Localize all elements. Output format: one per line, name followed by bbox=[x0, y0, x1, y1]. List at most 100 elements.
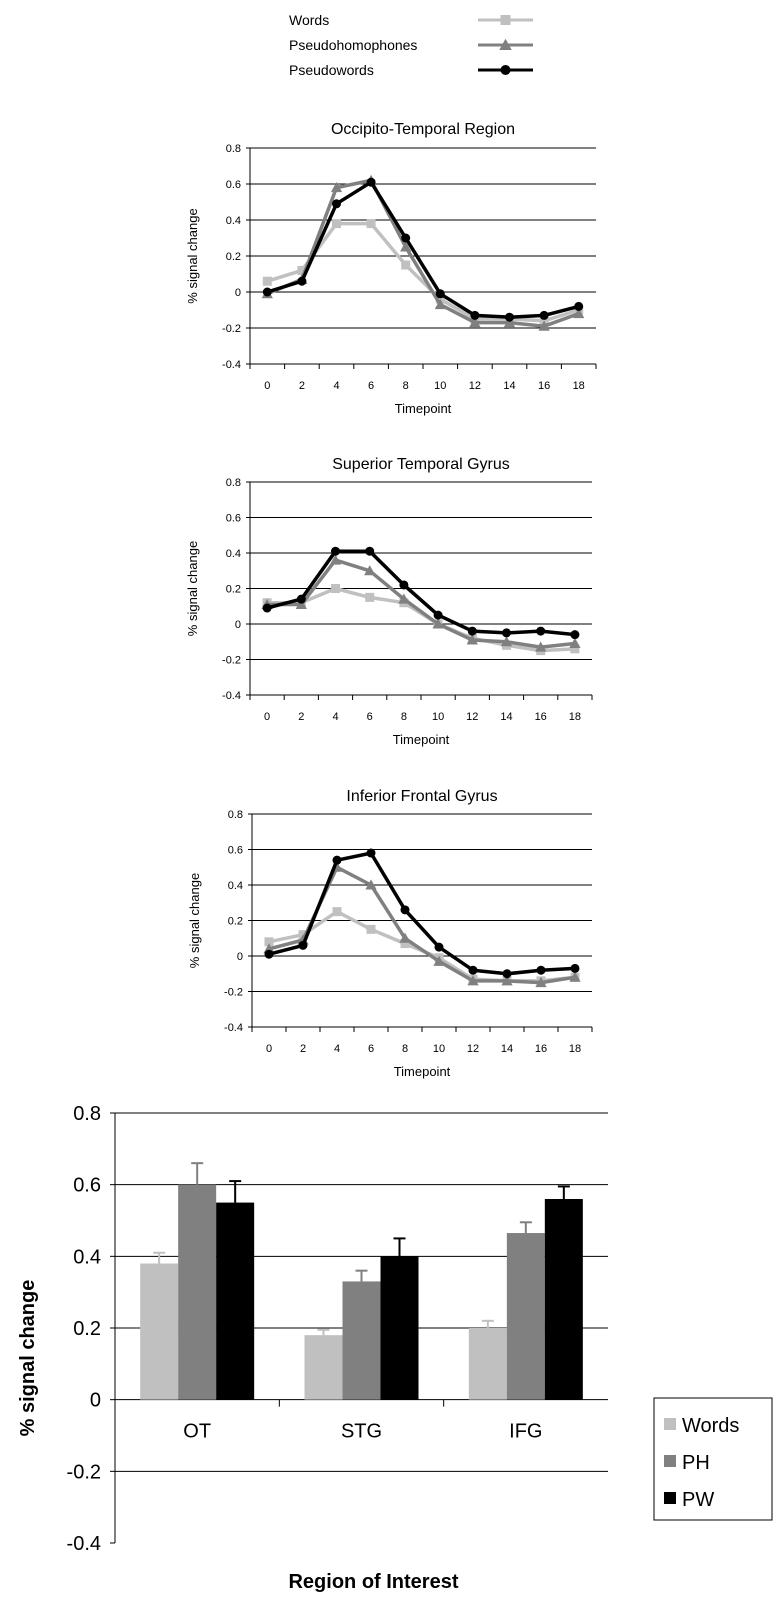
data-point bbox=[262, 276, 272, 286]
data-point bbox=[365, 879, 377, 890]
series-line bbox=[266, 549, 576, 637]
y-tick-label: -0.4 bbox=[67, 1533, 101, 1555]
legend-item-ph: PH bbox=[664, 1452, 710, 1474]
top-legend: Words Pseudohomophones Pseudowords bbox=[289, 12, 533, 78]
x-tick-label: 10 bbox=[434, 380, 446, 392]
data-point bbox=[467, 626, 477, 636]
x-tick-label: 2 bbox=[300, 1043, 306, 1055]
series-line bbox=[267, 558, 576, 649]
data-point bbox=[467, 975, 479, 986]
data-point bbox=[262, 287, 272, 297]
data-point bbox=[364, 565, 376, 576]
category-label: STG bbox=[341, 1421, 382, 1443]
bar bbox=[342, 1281, 381, 1400]
y-tick-label: -0.4 bbox=[222, 690, 241, 702]
data-point bbox=[365, 592, 375, 602]
line-chart-2: Superior Temporal Gyrus 0.8 0.6 0.4 0.2 0 -0.2… bbox=[185, 456, 593, 747]
data-point bbox=[297, 265, 307, 275]
legend-swatch bbox=[664, 1418, 676, 1430]
bar bbox=[468, 1328, 507, 1400]
y-axis-label: % signal change bbox=[185, 541, 200, 636]
category-label: IFG bbox=[509, 1421, 542, 1443]
y-tick-label: 0.8 bbox=[73, 1103, 101, 1125]
x-tick-label: 16 bbox=[538, 380, 550, 392]
data-point bbox=[569, 971, 581, 982]
y-tick-label: 0.4 bbox=[228, 880, 243, 892]
data-point bbox=[332, 219, 341, 229]
series-pseudohomophones bbox=[261, 554, 581, 652]
y-tick-label: 0.6 bbox=[228, 845, 243, 857]
bar bbox=[380, 1256, 419, 1400]
data-point bbox=[466, 634, 478, 645]
x-tick-label: 14 bbox=[500, 711, 512, 723]
data-point bbox=[435, 289, 445, 299]
bar-series-words bbox=[140, 1251, 507, 1400]
data-point bbox=[502, 628, 511, 638]
bar-series-ph bbox=[178, 1162, 545, 1400]
x-tick-label: 0 bbox=[264, 380, 270, 392]
data-point bbox=[470, 310, 480, 320]
data-point bbox=[469, 316, 481, 328]
x-tick-label: 4 bbox=[333, 380, 339, 392]
data-point bbox=[433, 955, 445, 966]
y-tick-label: 0.2 bbox=[226, 251, 241, 263]
x-tick-label: 16 bbox=[535, 711, 547, 723]
y-tick-label: -0.2 bbox=[222, 323, 241, 335]
data-point bbox=[433, 610, 443, 620]
data-point bbox=[502, 969, 512, 979]
x-tick-label: 8 bbox=[403, 380, 409, 392]
x-tick-label: 14 bbox=[503, 380, 515, 392]
data-point bbox=[570, 963, 580, 973]
x-tick-label: 6 bbox=[368, 1043, 374, 1055]
data-point bbox=[570, 630, 580, 640]
legend-label: PW bbox=[682, 1489, 714, 1511]
legend-swatch bbox=[664, 1455, 676, 1467]
series-line bbox=[266, 180, 580, 319]
series-pseudowords bbox=[264, 848, 580, 979]
x-tick-label: 8 bbox=[402, 1043, 408, 1055]
data-point bbox=[500, 636, 513, 647]
y-axis-label: % signal change bbox=[187, 873, 202, 968]
data-point bbox=[295, 598, 307, 609]
data-point bbox=[400, 939, 410, 949]
data-point bbox=[332, 199, 341, 209]
data-point bbox=[329, 554, 342, 565]
legend-label: Words bbox=[682, 1415, 739, 1437]
data-point bbox=[399, 580, 409, 590]
x-tick-label: 18 bbox=[573, 380, 585, 392]
data-point bbox=[298, 940, 308, 950]
data-point bbox=[400, 905, 410, 915]
y-tick-label: 0.2 bbox=[228, 916, 243, 928]
data-point bbox=[330, 181, 343, 193]
legend-marker bbox=[499, 38, 512, 50]
y-tick-label: 0.6 bbox=[226, 179, 241, 191]
legend-swatch bbox=[664, 1492, 676, 1504]
series-words bbox=[262, 219, 584, 326]
chart-title: Superior Temporal Gyrus bbox=[332, 456, 510, 473]
data-point bbox=[264, 937, 274, 947]
data-point bbox=[366, 219, 376, 229]
y-tick-label: 0 bbox=[235, 619, 241, 631]
x-tick-label: 18 bbox=[569, 1043, 581, 1055]
data-point bbox=[468, 965, 478, 975]
chart-title: Inferior Frontal Gyrus bbox=[346, 788, 497, 805]
y-tick-label: 0.2 bbox=[226, 584, 241, 596]
y-tick-label: 0 bbox=[237, 951, 243, 963]
data-point bbox=[399, 932, 411, 943]
bar bbox=[544, 1199, 583, 1400]
data-point bbox=[536, 626, 546, 636]
data-point bbox=[331, 584, 340, 593]
legend-item-words: Words bbox=[289, 12, 533, 28]
data-point bbox=[574, 301, 584, 311]
x-tick-label: 0 bbox=[266, 1043, 272, 1055]
data-point bbox=[569, 637, 581, 649]
data-point bbox=[297, 276, 307, 286]
data-point bbox=[296, 594, 306, 604]
series-line bbox=[268, 851, 576, 976]
series-line bbox=[266, 221, 580, 323]
bar bbox=[216, 1202, 255, 1400]
data-point bbox=[331, 546, 340, 556]
data-point bbox=[332, 855, 342, 865]
bar bbox=[506, 1233, 545, 1400]
legend-label: PH bbox=[682, 1452, 710, 1474]
